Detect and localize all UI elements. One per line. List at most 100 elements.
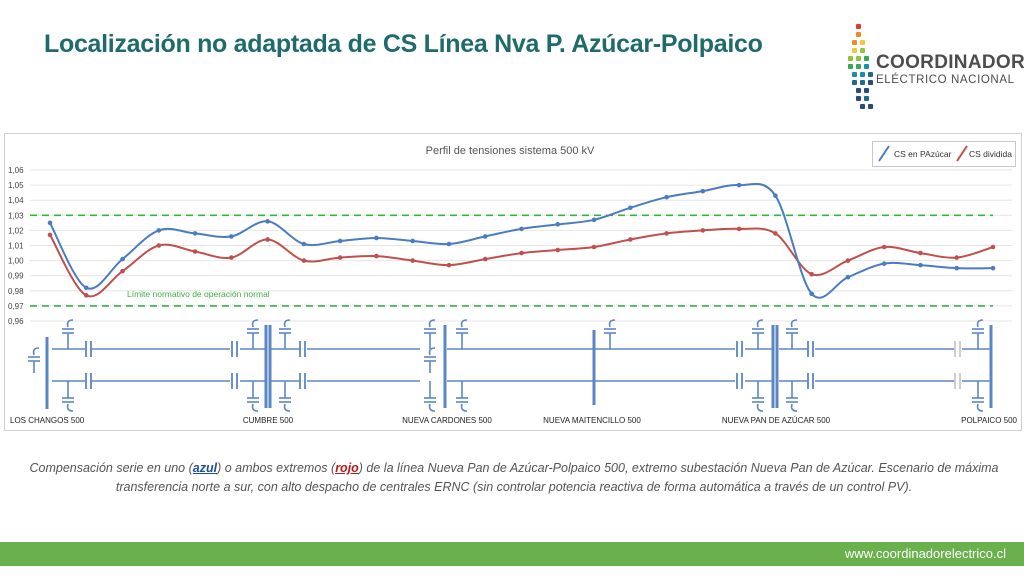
data-point <box>736 182 742 188</box>
y-tick-label: 0,96 <box>8 317 24 326</box>
switch-icon <box>28 347 40 373</box>
switch-icon <box>424 347 436 373</box>
data-point <box>301 241 307 247</box>
data-point <box>337 255 343 260</box>
y-tick-label: 1,02 <box>8 226 24 235</box>
logo-line2: ELÉCTRICO NACIONAL <box>876 74 1015 86</box>
switch-icon <box>424 386 436 412</box>
y-tick-label: 1,04 <box>8 196 24 205</box>
switch-icon <box>604 319 616 345</box>
data-point <box>265 237 270 242</box>
logo-dot <box>852 72 857 77</box>
data-point <box>120 268 125 274</box>
switch-icon <box>972 319 984 345</box>
y-tick-label: 1,01 <box>8 242 24 251</box>
data-point <box>773 193 778 198</box>
data-point <box>83 285 89 291</box>
data-point <box>229 255 234 260</box>
data-point <box>954 265 960 271</box>
logo-dot <box>864 88 869 93</box>
switch-icon <box>972 386 984 412</box>
y-tick-label: 0,99 <box>8 272 24 281</box>
data-point <box>519 250 524 256</box>
limit-label: Límite normativo de operación normal <box>127 289 270 299</box>
chart-title: Perfil de tensiones sistema 500 kV <box>426 145 595 157</box>
logo-dot <box>856 56 861 61</box>
single-line-diagram <box>28 319 993 412</box>
data-point <box>628 237 633 242</box>
switch-icon <box>786 386 798 412</box>
legend-swatch-blue <box>878 145 890 162</box>
x-tick-label: POLPAICO 500 <box>961 416 1017 425</box>
logo-dot <box>860 104 865 109</box>
data-point <box>918 250 923 256</box>
logo-dot <box>864 96 869 101</box>
data-point <box>809 291 814 297</box>
logo-dot <box>852 48 857 53</box>
data-point <box>47 232 53 238</box>
data-point <box>664 194 669 200</box>
logo-dot <box>852 40 857 45</box>
footer-url[interactable]: www.coordinadorelectrico.cl <box>844 546 1006 561</box>
data-point <box>591 217 597 223</box>
x-tick-label: NUEVA CARDONES 500 <box>402 416 492 425</box>
data-point <box>736 226 742 232</box>
data-point <box>337 238 343 244</box>
logo-dot <box>868 80 873 85</box>
coordinador-logo <box>848 24 873 109</box>
y-tick-label: 0,98 <box>8 287 24 296</box>
switch-icon <box>247 386 259 412</box>
data-point <box>809 271 814 277</box>
data-point <box>229 234 234 239</box>
data-point <box>628 205 633 211</box>
switch-icon <box>752 386 764 412</box>
data-point <box>374 253 379 259</box>
data-point <box>845 258 851 263</box>
data-point <box>555 247 561 253</box>
data-point <box>265 219 270 224</box>
legend-swatch-red <box>956 145 968 162</box>
switch-icon <box>424 319 436 345</box>
switch-icon <box>279 319 291 345</box>
data-point <box>664 231 669 236</box>
switch-icon <box>62 386 74 412</box>
data-point <box>482 256 488 262</box>
data-point <box>881 244 887 250</box>
logo-dot <box>852 80 857 85</box>
data-point <box>446 241 452 247</box>
data-point <box>301 258 307 263</box>
chart-legend: CS en PAzúcar CS dividida <box>872 141 1016 167</box>
y-tick-label: 1,00 <box>8 257 24 266</box>
switch-icon <box>456 319 468 345</box>
x-tick-label: CUMBRE 500 <box>243 416 294 425</box>
caption-blue-word: azul <box>192 461 218 475</box>
y-tick-label: 0,97 <box>8 302 24 311</box>
data-point <box>192 231 198 236</box>
logo-dot <box>860 40 865 45</box>
data-point <box>555 222 561 227</box>
logo-line1: COORDINADOR <box>876 52 1024 73</box>
logo-dot <box>848 64 853 69</box>
x-tick-label: NUEVA PAN DE AZÚCAR 500 <box>722 416 831 425</box>
logo-dot <box>860 72 865 77</box>
data-point <box>47 220 53 226</box>
logo-dot <box>856 24 861 29</box>
data-point <box>519 226 524 232</box>
page-title: Localización no adaptada de CS Línea Nva… <box>44 30 763 58</box>
data-point <box>700 228 706 233</box>
caption-part3: ) de la línea Nueva Pan de Azúcar-Polpai… <box>115 461 999 494</box>
y-tick-label: 1,05 <box>8 181 24 190</box>
x-tick-label: LOS CHANGOS 500 <box>10 416 85 425</box>
switch-icon <box>279 386 291 412</box>
y-tick-label: 1,06 <box>8 166 24 175</box>
footer-bar: www.coordinadorelectrico.cl <box>0 542 1024 566</box>
data-point <box>192 249 198 254</box>
series-line <box>49 227 994 298</box>
data-point <box>374 235 379 241</box>
data-point <box>990 265 996 271</box>
logo-dot <box>860 48 865 53</box>
data-point <box>990 244 996 250</box>
switch-icon <box>62 319 74 345</box>
figure-caption: Compensación serie en uno (azul) o ambos… <box>22 459 1006 497</box>
data-point <box>954 255 960 260</box>
